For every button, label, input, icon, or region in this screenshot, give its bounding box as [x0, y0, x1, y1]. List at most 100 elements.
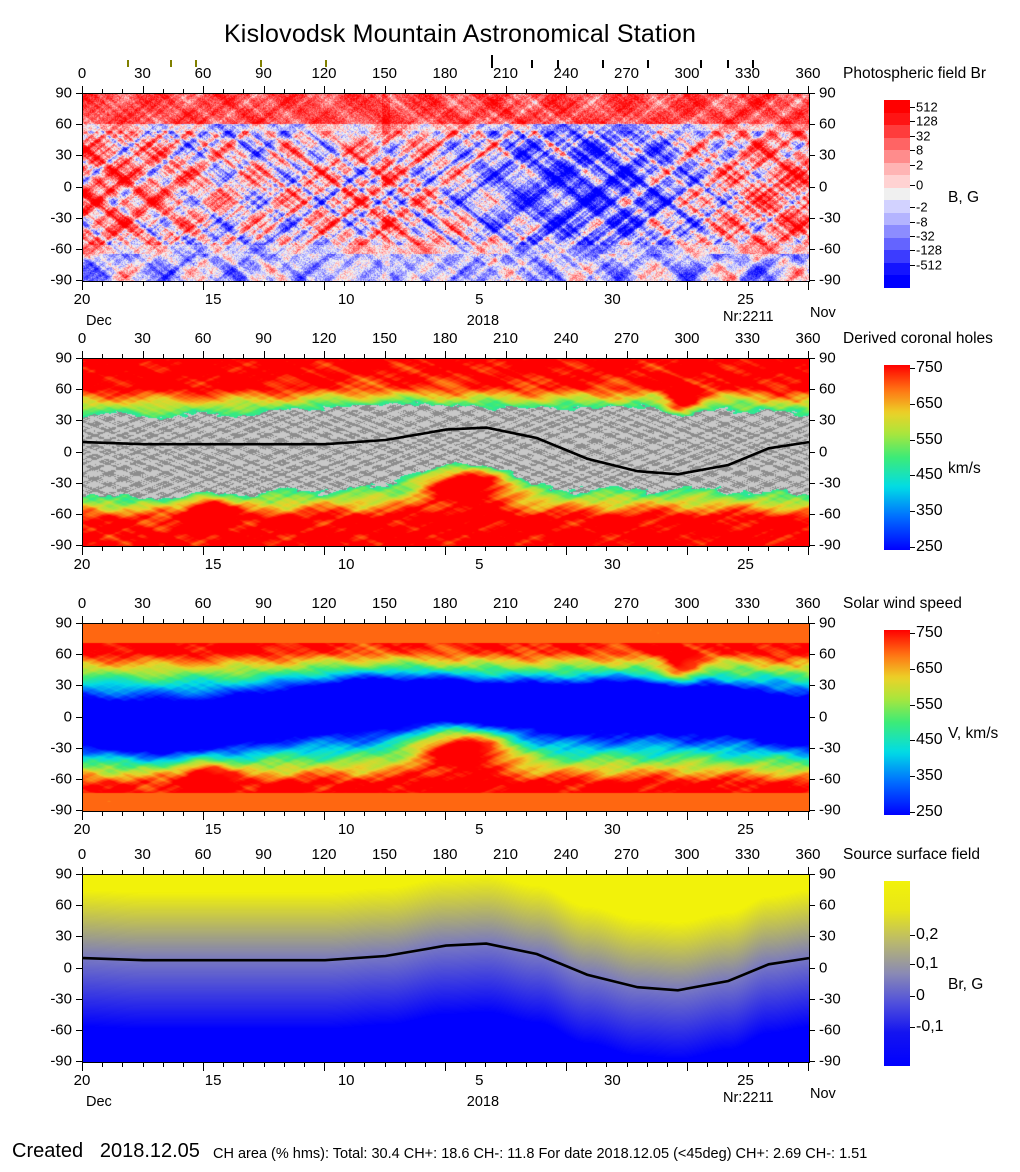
lon-tick-minor	[404, 619, 406, 623]
lat-tick-label-right: 90	[819, 614, 836, 632]
lon-tick-minor	[424, 619, 426, 623]
date-tick-minor	[626, 546, 628, 551]
date-day-label: 30	[604, 1072, 621, 1089]
colorbar-segment	[884, 212, 910, 226]
lon-tick-major	[82, 86, 83, 93]
colorbar-tick	[910, 150, 915, 152]
lon-tick-minor	[364, 354, 366, 358]
date-tick-major	[324, 281, 325, 290]
lon-tick-label: 0	[77, 65, 87, 82]
lon-tick-major	[566, 616, 567, 623]
date-tick-minor	[142, 281, 144, 286]
date-day-label: 5	[475, 291, 484, 308]
colorbar-tick	[910, 164, 915, 166]
date-day-label: 10	[337, 556, 355, 573]
colorbar-tick-label: 550	[916, 695, 943, 713]
lon-tick-minor	[162, 89, 164, 93]
lon-tick-label: 60	[194, 595, 212, 612]
colorbar-tick-label: 0,2	[916, 925, 939, 943]
lon-tick-major	[566, 86, 567, 93]
date-tick-minor	[586, 1062, 588, 1067]
date-tick-minor	[525, 1062, 527, 1067]
lat-tick-label-right: 90	[819, 84, 836, 102]
colorbar-tick-label: -2	[916, 199, 928, 215]
date-tick-major	[687, 1062, 688, 1071]
colorbar-tick-label: 0,1	[916, 955, 939, 973]
lon-tick-minor	[364, 89, 366, 93]
date-day-label: 30	[604, 821, 621, 838]
date-day-label: 5	[475, 556, 484, 573]
lon-tick-label: 30	[134, 846, 151, 863]
lat-tick-label-left: 30	[55, 146, 72, 164]
date-day-label: 25	[737, 556, 754, 573]
date-tick-minor	[364, 281, 366, 286]
lat-tick-left	[76, 998, 82, 1000]
date-tick-minor	[364, 811, 366, 816]
colorbar-solar-wind-speed	[884, 630, 910, 815]
lon-tick-label: 360	[795, 595, 821, 612]
colorbar-segment	[884, 237, 910, 251]
month-label-right: Nov	[810, 1086, 836, 1102]
lon-tick-minor	[162, 870, 164, 874]
lon-tick-major	[687, 867, 688, 874]
lon-tick-major	[263, 867, 265, 874]
lon-tick-major	[808, 616, 809, 623]
lon-tick-label: 330	[734, 846, 761, 863]
lat-tick-label-right: -30	[819, 739, 841, 757]
date-tick-major	[82, 281, 83, 290]
date-tick-minor	[465, 811, 467, 816]
date-tick-minor	[303, 281, 305, 286]
lat-tick-label-right: 0	[819, 443, 828, 460]
lon-tick-minor	[303, 619, 305, 623]
date-tick-minor	[263, 811, 265, 816]
lon-tick-major	[445, 86, 446, 93]
lat-tick-left	[76, 874, 82, 875]
obs-tick	[727, 60, 729, 68]
date-tick-minor	[404, 546, 406, 551]
date-tick-minor	[646, 1062, 648, 1067]
date-day-label: 5	[475, 1072, 484, 1089]
lon-tick-minor	[525, 619, 527, 623]
lat-tick-right	[809, 1061, 815, 1062]
lon-tick-minor	[666, 619, 668, 623]
lon-tick-label: 210	[492, 65, 519, 82]
colorbar-tick-label: 750	[916, 624, 943, 641]
lat-tick-left	[76, 936, 82, 938]
obs-tick	[602, 60, 604, 68]
lon-tick-minor	[545, 89, 547, 93]
obs-tick	[531, 60, 533, 68]
lon-tick-major	[747, 86, 749, 93]
colorbar-tick	[910, 704, 915, 706]
date-tick-minor	[747, 811, 749, 816]
lat-tick-label-right: -30	[819, 990, 841, 1008]
obs-tick	[700, 60, 702, 68]
lon-tick-minor	[666, 354, 668, 358]
lat-tick-label-right: -60	[819, 240, 841, 258]
lat-tick-right	[809, 998, 815, 1000]
lon-tick-major	[808, 86, 809, 93]
lon-tick-minor	[606, 870, 608, 874]
lon-tick-label: 90	[255, 846, 272, 863]
lon-tick-label: 60	[194, 330, 212, 347]
date-tick-minor	[666, 1062, 668, 1067]
lon-tick-major	[324, 86, 325, 93]
date-tick-minor	[485, 546, 487, 551]
lat-tick-right	[809, 482, 815, 484]
colorbar-tick	[910, 184, 915, 186]
colorbar-segment	[884, 200, 910, 213]
lat-tick-label-right: 30	[819, 927, 836, 945]
date-tick-minor	[122, 1062, 124, 1067]
lon-tick-major	[384, 86, 386, 93]
date-tick-minor	[767, 1062, 769, 1067]
lon-tick-minor	[465, 89, 467, 93]
colorbar-tick-label: 128	[916, 113, 938, 129]
lon-tick-major	[505, 351, 507, 358]
colorbar-tick-label: -32	[916, 228, 935, 244]
obs-tick	[557, 60, 559, 68]
lon-tick-minor	[122, 870, 124, 874]
lat-tick-label-left: -90	[50, 536, 72, 554]
obs-tick	[260, 60, 262, 67]
lon-tick-label: 270	[613, 846, 640, 863]
date-tick-minor	[122, 546, 124, 551]
lon-tick-minor	[102, 354, 104, 358]
